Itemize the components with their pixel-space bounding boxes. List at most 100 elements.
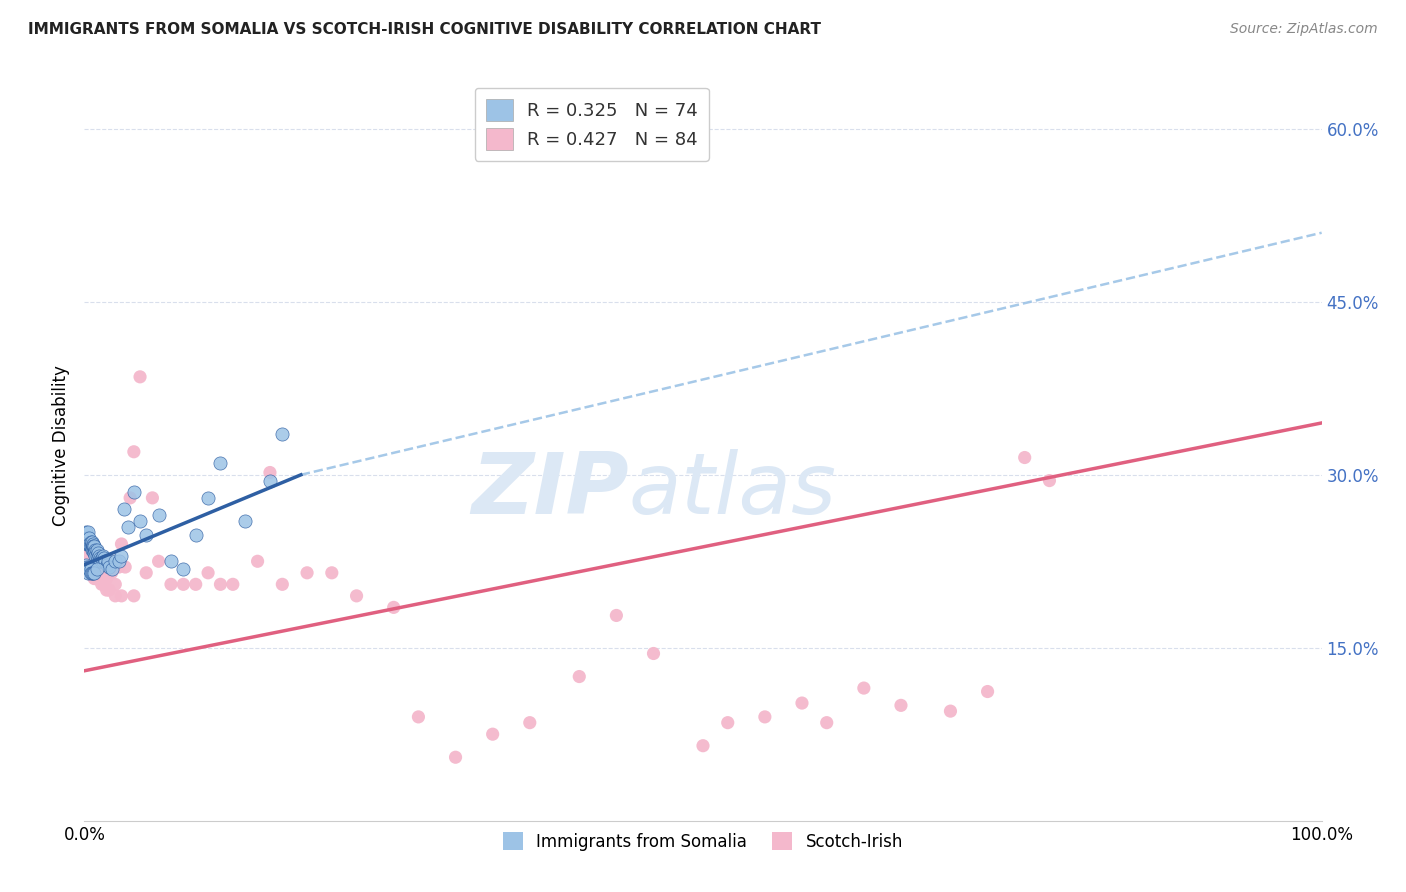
Point (84, 545, 107, 559)
Text: ZIP: ZIP (471, 450, 628, 533)
Point (82, 537, 104, 551)
Point (122, 485, 145, 500)
Point (98, 560, 121, 574)
Point (815, 715, 838, 730)
Point (83, 539, 105, 553)
Point (259, 466, 281, 480)
Point (77, 554, 100, 568)
Point (976, 684, 998, 698)
Point (87, 569, 110, 583)
Point (84, 549, 107, 563)
Point (79, 562, 101, 576)
Point (75, 549, 97, 563)
Point (890, 698, 912, 713)
Point (80, 566, 103, 580)
Point (122, 589, 145, 603)
Point (86, 545, 108, 559)
Point (90, 566, 112, 580)
Point (135, 566, 157, 580)
Point (79, 560, 101, 574)
Point (148, 554, 170, 568)
Point (83, 569, 105, 583)
Point (82, 566, 104, 580)
Point (110, 589, 132, 603)
Point (93, 566, 115, 580)
Point (98, 566, 121, 580)
Point (82, 542, 104, 557)
Point (89, 549, 111, 563)
Point (271, 577, 294, 591)
Point (76, 537, 98, 551)
Point (77, 531, 100, 545)
Point (96, 572, 118, 586)
Point (259, 474, 281, 488)
Point (605, 608, 627, 623)
Point (110, 537, 132, 551)
Point (104, 589, 127, 603)
Text: Source: ZipAtlas.com: Source: ZipAtlas.com (1230, 22, 1378, 37)
Point (122, 444, 145, 458)
Point (83, 541, 105, 555)
Point (80, 537, 103, 551)
Point (382, 600, 405, 615)
Point (79, 558, 101, 572)
Point (129, 369, 152, 384)
Point (77, 566, 100, 580)
Point (79, 537, 101, 551)
Point (79, 562, 101, 576)
Point (84, 572, 107, 586)
Point (110, 549, 132, 563)
Point (117, 519, 139, 533)
Point (112, 502, 135, 516)
Point (84, 542, 107, 557)
Point (692, 739, 714, 753)
Point (91, 562, 114, 576)
Point (90, 577, 112, 591)
Point (481, 727, 503, 741)
Point (717, 715, 740, 730)
Point (80, 566, 103, 580)
Point (104, 554, 127, 568)
Point (141, 491, 163, 505)
Point (91, 554, 114, 568)
Point (83, 562, 105, 576)
Point (160, 554, 183, 568)
Point (79, 566, 101, 580)
Point (91, 549, 114, 563)
Point (79, 531, 101, 545)
Point (93, 577, 115, 591)
Point (108, 560, 131, 574)
Point (87, 566, 110, 580)
Point (83, 542, 105, 557)
Point (82, 566, 104, 580)
Text: atlas: atlas (628, 450, 837, 533)
Point (197, 566, 219, 580)
Point (82, 539, 104, 553)
Point (233, 514, 256, 528)
Point (86, 566, 108, 580)
Point (86, 549, 108, 563)
Point (76, 560, 98, 574)
Point (90, 550, 112, 565)
Point (79, 562, 101, 576)
Point (408, 710, 430, 724)
Point (135, 528, 157, 542)
Point (129, 514, 152, 528)
Point (222, 577, 245, 591)
Point (852, 681, 875, 695)
Point (83, 572, 105, 586)
Point (77, 537, 100, 551)
Point (87, 550, 110, 565)
Point (197, 491, 219, 505)
Legend: Immigrants from Somalia, Scotch-Irish: Immigrants from Somalia, Scotch-Irish (496, 826, 910, 857)
Point (87, 546, 110, 560)
Point (89, 566, 111, 580)
Point (172, 562, 194, 576)
Point (89, 566, 111, 580)
Point (83, 546, 105, 560)
Point (82, 539, 104, 553)
Point (79, 566, 101, 580)
Point (80, 534, 103, 549)
Point (89, 554, 111, 568)
Point (79, 562, 101, 576)
